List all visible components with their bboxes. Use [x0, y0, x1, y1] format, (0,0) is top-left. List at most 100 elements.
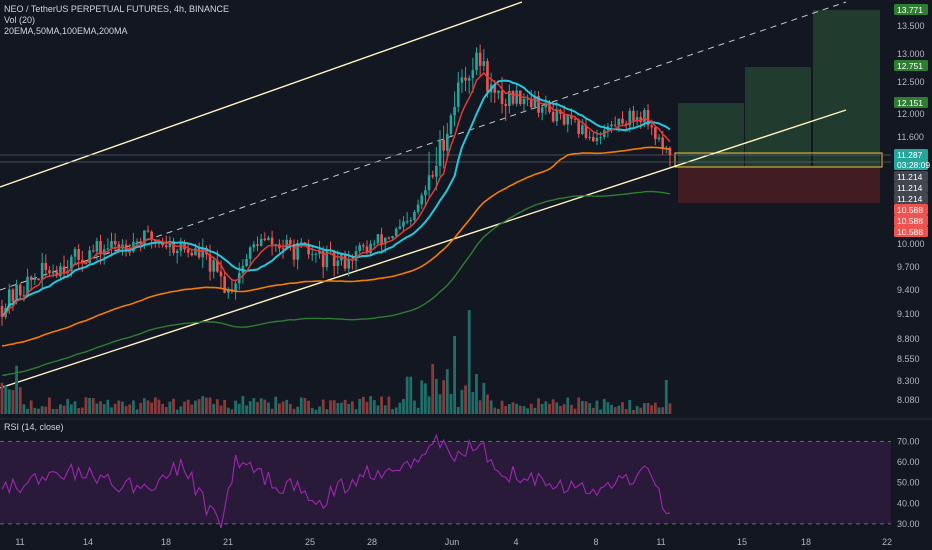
volume-bar [511, 402, 515, 414]
ema100-line [1, 146, 671, 347]
price-tick-label: 11.600 [897, 132, 924, 142]
rsi-band [0, 418, 932, 525]
candle-body [281, 248, 285, 250]
candle-body [467, 78, 471, 81]
price-tick-label: 8.550 [897, 354, 920, 364]
volume-bar [15, 365, 18, 414]
candle-body [106, 248, 110, 250]
volume-bar [59, 404, 62, 414]
candle-body [139, 241, 142, 244]
candle-body [646, 110, 650, 126]
candle-body [77, 249, 80, 260]
volume-bar [102, 404, 106, 414]
candle-body [88, 250, 91, 264]
candle-body [190, 252, 194, 256]
candle-body [248, 247, 252, 260]
candle-body [208, 254, 212, 272]
volume-bar [537, 398, 540, 414]
volume-bar [343, 399, 347, 414]
volume-bar [252, 398, 256, 414]
candle-body [500, 90, 504, 104]
volume-bar [18, 387, 22, 414]
candle-body [464, 77, 467, 81]
candle-body [55, 271, 59, 277]
price-tag-label: 11.287 [897, 150, 923, 160]
volume-bar [551, 399, 555, 414]
volume-bar [610, 404, 613, 414]
price-tag-bg [894, 204, 928, 215]
volume-bar [278, 403, 281, 414]
time-tick-label: Jun [445, 537, 460, 547]
candle-body [186, 249, 190, 253]
price-tick-label: 9.700 [897, 262, 920, 272]
candle-body [234, 283, 237, 291]
volume-bar [460, 389, 464, 414]
candle-body [40, 262, 44, 281]
candle-body [318, 251, 321, 254]
candle-body [405, 221, 409, 223]
volume-bar [351, 401, 354, 414]
volume-bar [358, 398, 362, 414]
candle-body [358, 245, 361, 252]
volume-bar [391, 409, 394, 414]
rsi-band-fill [0, 441, 891, 524]
candle-body [22, 295, 26, 297]
candle-body [365, 246, 369, 254]
volume-bar [559, 406, 562, 414]
volume-bar [55, 408, 59, 414]
volume-bar [88, 397, 91, 414]
volume-bar [639, 407, 643, 414]
candle-body [172, 241, 175, 253]
candle-body [581, 125, 584, 135]
candle-body [497, 90, 500, 93]
candle-body [263, 238, 267, 241]
candle-body [508, 90, 511, 106]
volume-bar [405, 376, 409, 414]
candle-body [336, 260, 340, 267]
candle-body [471, 70, 475, 79]
volume-bar [164, 406, 168, 414]
volume-bar [270, 408, 274, 414]
channel-lower-line [0, 109, 847, 389]
volume-bar [117, 400, 121, 414]
candle-body [296, 243, 299, 260]
volume-bar [580, 400, 584, 414]
candle-body [566, 115, 570, 125]
rsi-line [1, 433, 671, 529]
rsi-tick-label: 40.00 [897, 498, 920, 508]
volume-bar [37, 408, 40, 414]
candle-body [143, 230, 146, 244]
price-tag-bg [894, 60, 928, 71]
candle-body [380, 234, 383, 245]
candle-body [70, 256, 73, 271]
candle-body [314, 253, 318, 255]
candle-body [128, 251, 132, 253]
volume-bar [91, 398, 95, 414]
candle-body [91, 250, 95, 252]
candle-body [26, 276, 29, 296]
volume-bar [135, 409, 139, 414]
volume-bar [95, 403, 99, 414]
volume-bar [161, 403, 164, 414]
candle-body [435, 165, 438, 177]
volume-bar [518, 405, 522, 414]
time-tick-label: 28 [367, 537, 377, 547]
volume-bar [205, 397, 208, 414]
target-zone-1 [678, 103, 744, 167]
candle-body [310, 254, 314, 256]
volume-bar [329, 400, 332, 414]
volume-bar [445, 369, 449, 414]
moving-averages [1, 71, 671, 376]
volume-bar [29, 400, 33, 414]
volume-bar [325, 409, 329, 414]
volume-bar [223, 399, 227, 414]
candle-body [442, 139, 445, 151]
volume-bar [650, 405, 654, 414]
target-zone-3 [813, 10, 880, 167]
candle-body [267, 237, 270, 241]
candle-body [59, 266, 62, 277]
volume-bar [139, 402, 143, 414]
time-tick-label: 15 [737, 537, 747, 547]
volume-bar [416, 407, 420, 414]
